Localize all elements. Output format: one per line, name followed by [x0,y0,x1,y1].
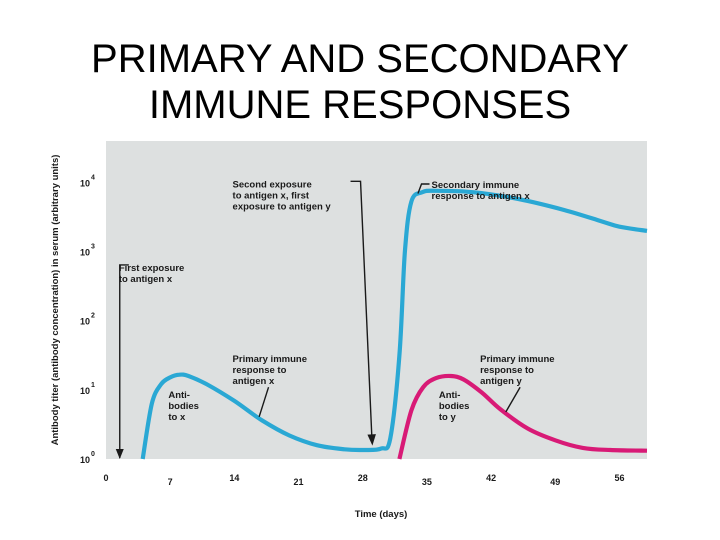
annotation-text: antigen x [233,376,275,387]
curve-label-text: bodies [168,401,199,412]
slide-title: PRIMARY AND SECONDARY IMMUNE RESPONSES [0,36,720,128]
annotation-leader [505,386,521,413]
annotation-leader [119,264,129,458]
annotation-text: Second exposure [233,179,312,190]
x-tick-label: 14 [229,473,239,483]
x-tick-label: 49 [550,477,560,487]
arrowhead [367,434,376,446]
curve-label-text: Anti- [439,390,461,401]
y-tick-label: 104 [80,174,95,188]
y-tick-base: 10 [80,455,90,465]
x-tick-label: 28 [358,473,368,483]
x-tick-label: 42 [486,473,496,483]
curve-label-text: Anti- [168,390,190,401]
annotation-leader [258,387,270,418]
annotation-text: to antigen x, first [233,190,310,201]
y-tick-base: 10 [80,178,90,188]
y-tick-label: 100 [80,451,95,465]
annotation-leader [417,183,430,194]
curve-label-text: to x [168,412,186,423]
series-line [140,188,648,460]
x-tick-label: 21 [294,477,304,487]
y-tick-exponent: 2 [91,313,95,320]
y-tick-label: 101 [80,382,95,396]
annotation-text: response to [233,365,287,376]
curve-label-text: to y [439,412,457,423]
y-tick-exponent: 0 [91,451,95,458]
annotation-text: to antigen x [119,274,173,285]
annotation-text: Primary immune [233,354,307,365]
annotation-text: antigen y [480,376,522,387]
series-lines [140,188,648,460]
x-tick-label: 7 [168,477,173,487]
x-axis-title: Time (days) [355,509,408,520]
y-axis-title: Antibody titer (antibody concentration) … [50,155,61,446]
arrowhead [115,449,124,459]
slide-title-line-2: IMMUNE RESPONSES [148,83,572,127]
annotation-text: response to antigen x [432,191,531,202]
annotation-text: First exposure [119,263,184,274]
annotation-leader [350,180,373,439]
series-line [397,373,648,460]
x-tick-label: 56 [614,473,624,483]
y-tick-label: 102 [80,313,95,327]
annotation-text: Primary immune [480,354,554,365]
curve-label-text: bodies [439,401,470,412]
plot-background [106,141,647,459]
y-tick-base: 10 [80,386,90,396]
x-tick-label: 0 [103,473,108,483]
y-tick-base: 10 [80,248,90,258]
y-tick-exponent: 1 [91,382,95,389]
slide-title-line-1: PRIMARY AND SECONDARY [91,37,629,81]
y-axis-title-group: Antibody titer (antibody concentration) … [50,155,61,446]
x-tick-label: 35 [422,477,432,487]
annotation-text: Secondary immune [432,180,520,191]
y-tick-label: 103 [80,244,95,258]
y-tick-base: 10 [80,317,90,327]
annotation-text: response to [480,365,534,376]
annotation-text: exposure to antigen y [233,201,332,212]
x-tick-labels: 0 7 14 21 28 35 42 49 56 [103,473,624,487]
y-tick-exponent: 3 [91,244,95,251]
y-tick-exponent: 4 [91,174,95,181]
